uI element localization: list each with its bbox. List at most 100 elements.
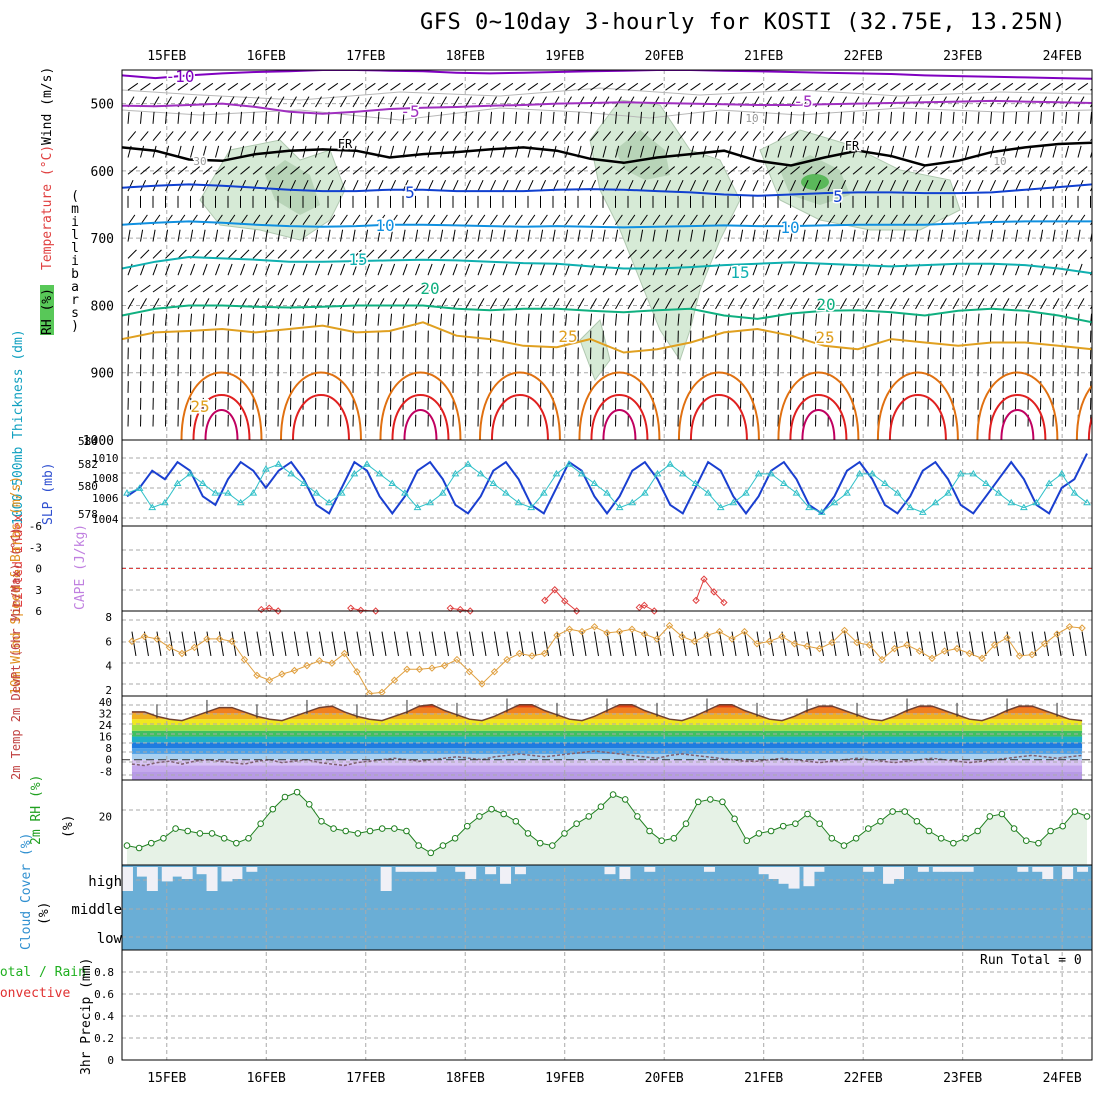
wind10m-point — [640, 630, 649, 638]
thickness-point — [1045, 479, 1054, 486]
wind-barb — [1065, 298, 1072, 310]
wind-barb — [702, 111, 705, 124]
wind-barb — [402, 298, 410, 310]
date-label-bottom: 19FEB — [545, 1071, 584, 1086]
rh-point — [743, 837, 751, 845]
wind10m-point — [565, 625, 574, 633]
rh-point — [549, 842, 556, 849]
wind10m-barb — [981, 631, 987, 657]
contour-boundary-layer — [403, 409, 438, 440]
temp-band — [131, 742, 1083, 749]
wind-barb — [477, 180, 484, 192]
wind-barb — [1027, 229, 1031, 242]
wind-barb — [152, 284, 164, 293]
wind-barb — [565, 249, 575, 259]
wind-barb — [940, 111, 943, 124]
wind-barb — [902, 145, 907, 158]
precip-total-label: Total / Rain — [0, 965, 86, 980]
wind-barb — [427, 249, 437, 259]
wind-barb — [552, 249, 562, 259]
wind-barb — [902, 180, 909, 192]
wind-barb — [215, 96, 222, 108]
cloud-bar-high — [1062, 867, 1074, 879]
wind-barb — [1040, 284, 1051, 293]
wind-barb — [527, 284, 539, 293]
wind-barb — [815, 263, 821, 276]
wind-barb — [765, 166, 776, 175]
wind-barb — [827, 284, 839, 293]
wind-barb — [327, 180, 334, 192]
wind-barb — [652, 96, 660, 108]
wind-barb — [565, 82, 576, 91]
wind-barb — [1040, 145, 1045, 158]
wind-barb — [540, 82, 551, 91]
rh-point — [123, 842, 131, 849]
wind-barb — [690, 229, 694, 242]
wind10m-point — [153, 635, 161, 643]
wind-barb — [677, 111, 680, 124]
wind-barb — [865, 313, 868, 326]
wind-barb — [665, 263, 671, 276]
wind-barb — [152, 82, 164, 91]
wind-barb — [415, 263, 421, 276]
wind10m-barb — [844, 631, 850, 657]
wind-barb — [390, 145, 395, 158]
cloud-unit: (%) — [37, 902, 52, 925]
wind-barb — [440, 96, 447, 108]
wind-barb — [352, 214, 361, 226]
wind-barb — [890, 166, 901, 175]
wind-barb — [577, 166, 588, 175]
wind-barb — [377, 166, 388, 175]
wind-barb — [365, 166, 376, 175]
rh-point — [561, 830, 568, 837]
wind-barb — [465, 263, 471, 276]
wind-barb — [915, 284, 926, 293]
wind10m-point — [278, 670, 286, 678]
wind-barb — [202, 145, 207, 158]
thickness-point — [527, 503, 536, 511]
rh-area-core — [615, 130, 670, 180]
wind-barb — [752, 298, 760, 310]
wind-barb — [852, 166, 863, 175]
wind10m-barb — [268, 631, 274, 657]
wind-barb — [215, 145, 220, 158]
cloud-bar-high — [619, 867, 631, 879]
wind-barb — [165, 229, 169, 242]
thickness-point — [438, 489, 447, 496]
wind-barb — [990, 111, 993, 124]
rh-point — [755, 830, 763, 837]
wind-barb — [552, 214, 561, 226]
wind-barb — [865, 298, 872, 310]
wind-barb — [677, 166, 688, 175]
rh-point — [330, 825, 337, 832]
wind-barb — [815, 284, 826, 293]
thickness-slp-lines — [123, 453, 1091, 516]
wind-barb — [865, 249, 875, 259]
wind10m-barb — [356, 631, 362, 657]
wind10m-point — [128, 637, 136, 646]
wind-barb — [440, 166, 451, 175]
wind-barb — [552, 313, 555, 326]
thickness-point — [931, 498, 940, 506]
wind-barb — [252, 96, 260, 108]
date-label-bottom: 17FEB — [346, 1071, 385, 1086]
wind-barb — [577, 96, 585, 108]
wind-barb — [390, 249, 400, 259]
rh-point — [1059, 822, 1067, 830]
cloud-y-axis: high middle low (%) — [37, 874, 123, 947]
wind-barb — [327, 214, 336, 226]
cloud-bar-high — [161, 867, 173, 882]
wind-barb — [440, 284, 451, 293]
wind-barb — [377, 229, 381, 242]
wind10m-point — [703, 631, 711, 639]
wind10m-barb — [719, 631, 725, 657]
wind10m-barb — [944, 631, 950, 657]
contour-25 — [122, 321, 1092, 354]
thickness-point — [135, 484, 144, 491]
wind-barb — [577, 111, 580, 124]
wind-barb — [740, 180, 747, 192]
wind-barb — [690, 145, 695, 158]
wind-barb — [890, 229, 894, 242]
wind10m-barb — [293, 631, 299, 657]
